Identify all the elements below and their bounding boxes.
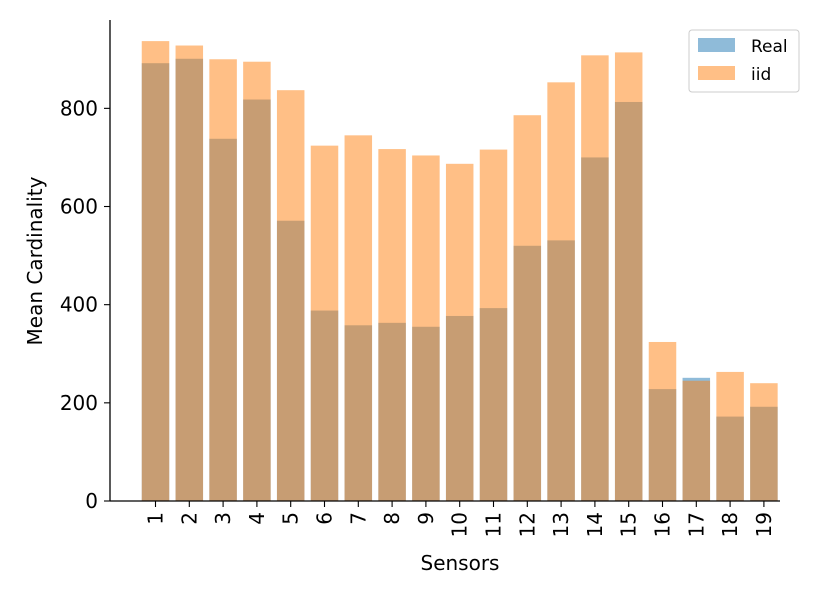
bar-iid-sensor-9 — [412, 155, 440, 501]
bar-iid-sensor-2 — [175, 45, 204, 502]
x-tick-label-sensor-16: 16 — [651, 512, 675, 537]
y-tick-label: 400 — [60, 293, 98, 317]
x-tick-label-sensor-6: 6 — [313, 512, 337, 525]
y-tick-label: 200 — [60, 391, 98, 415]
y-ticks: 0 200 400 600 800 — [60, 96, 110, 513]
bar-iid-sensor-19 — [750, 383, 778, 501]
x-tick-label-sensor-8: 8 — [380, 512, 404, 525]
x-tick-label-sensor-17: 17 — [684, 512, 708, 537]
bar-iid-sensor-1 — [141, 41, 170, 502]
x-tick-label-sensor-13: 13 — [549, 512, 573, 537]
y-tick-label: 0 — [85, 489, 98, 513]
legend-swatch-real — [698, 38, 735, 52]
bars-layer — [141, 41, 778, 502]
x-tick-label-sensor-18: 18 — [718, 512, 742, 537]
axes-layer — [109, 20, 780, 502]
bar-iid-sensor-13 — [547, 82, 575, 501]
bar-iid-sensor-11 — [479, 149, 508, 501]
bar-iid-sensor-6 — [310, 145, 339, 501]
x-ticks: 1 2 3 4 5 6 7 8 9 10 11 12 13 14 15 16 17 18 19 — [144, 501, 776, 537]
x-tick-label-sensor-4: 4 — [245, 512, 269, 525]
bar-iid-sensor-17 — [682, 380, 711, 501]
x-tick-label-sensor-3: 3 — [211, 512, 235, 525]
bar-iid-sensor-16 — [648, 341, 677, 501]
x-tick-label-sensor-2: 2 — [177, 512, 201, 525]
legend-label-real: Real — [751, 37, 788, 57]
bar-iid-sensor-3 — [209, 59, 237, 502]
x-tick-label-sensor-1: 1 — [144, 512, 168, 525]
y-axis-title: Mean Cardinality — [23, 176, 47, 345]
bar-iid-sensor-8 — [378, 149, 406, 501]
x-tick-label-sensor-14: 14 — [583, 512, 607, 537]
bar-iid-sensor-18 — [716, 371, 744, 501]
bar-iid-sensor-12 — [513, 115, 542, 501]
x-tick-label-sensor-15: 15 — [617, 512, 641, 537]
x-tick-label-sensor-11: 11 — [482, 512, 506, 537]
x-tick-label-sensor-7: 7 — [346, 512, 370, 525]
legend-swatch-iid — [698, 66, 735, 80]
y-tick-label: 800 — [60, 96, 98, 120]
x-tick-label-sensor-5: 5 — [279, 512, 303, 525]
x-tick-label-sensor-12: 12 — [515, 512, 539, 537]
x-axis-title: Sensors — [421, 551, 500, 575]
bar-iid-sensor-5 — [276, 90, 305, 501]
bar-iid-sensor-10 — [445, 163, 474, 501]
bar-iid-sensor-14 — [581, 55, 609, 502]
x-tick-label-sensor-19: 19 — [752, 512, 776, 537]
x-tick-label-sensor-9: 9 — [414, 512, 438, 525]
legend-label-iid: iid — [751, 65, 771, 85]
y-tick-label: 600 — [60, 195, 98, 219]
legend: Real iid — [688, 29, 800, 93]
x-tick-label-sensor-10: 10 — [448, 512, 472, 537]
bar-iid-sensor-4 — [243, 61, 271, 501]
bar-iid-sensor-7 — [344, 135, 373, 501]
bar-iid-sensor-15 — [614, 52, 643, 501]
